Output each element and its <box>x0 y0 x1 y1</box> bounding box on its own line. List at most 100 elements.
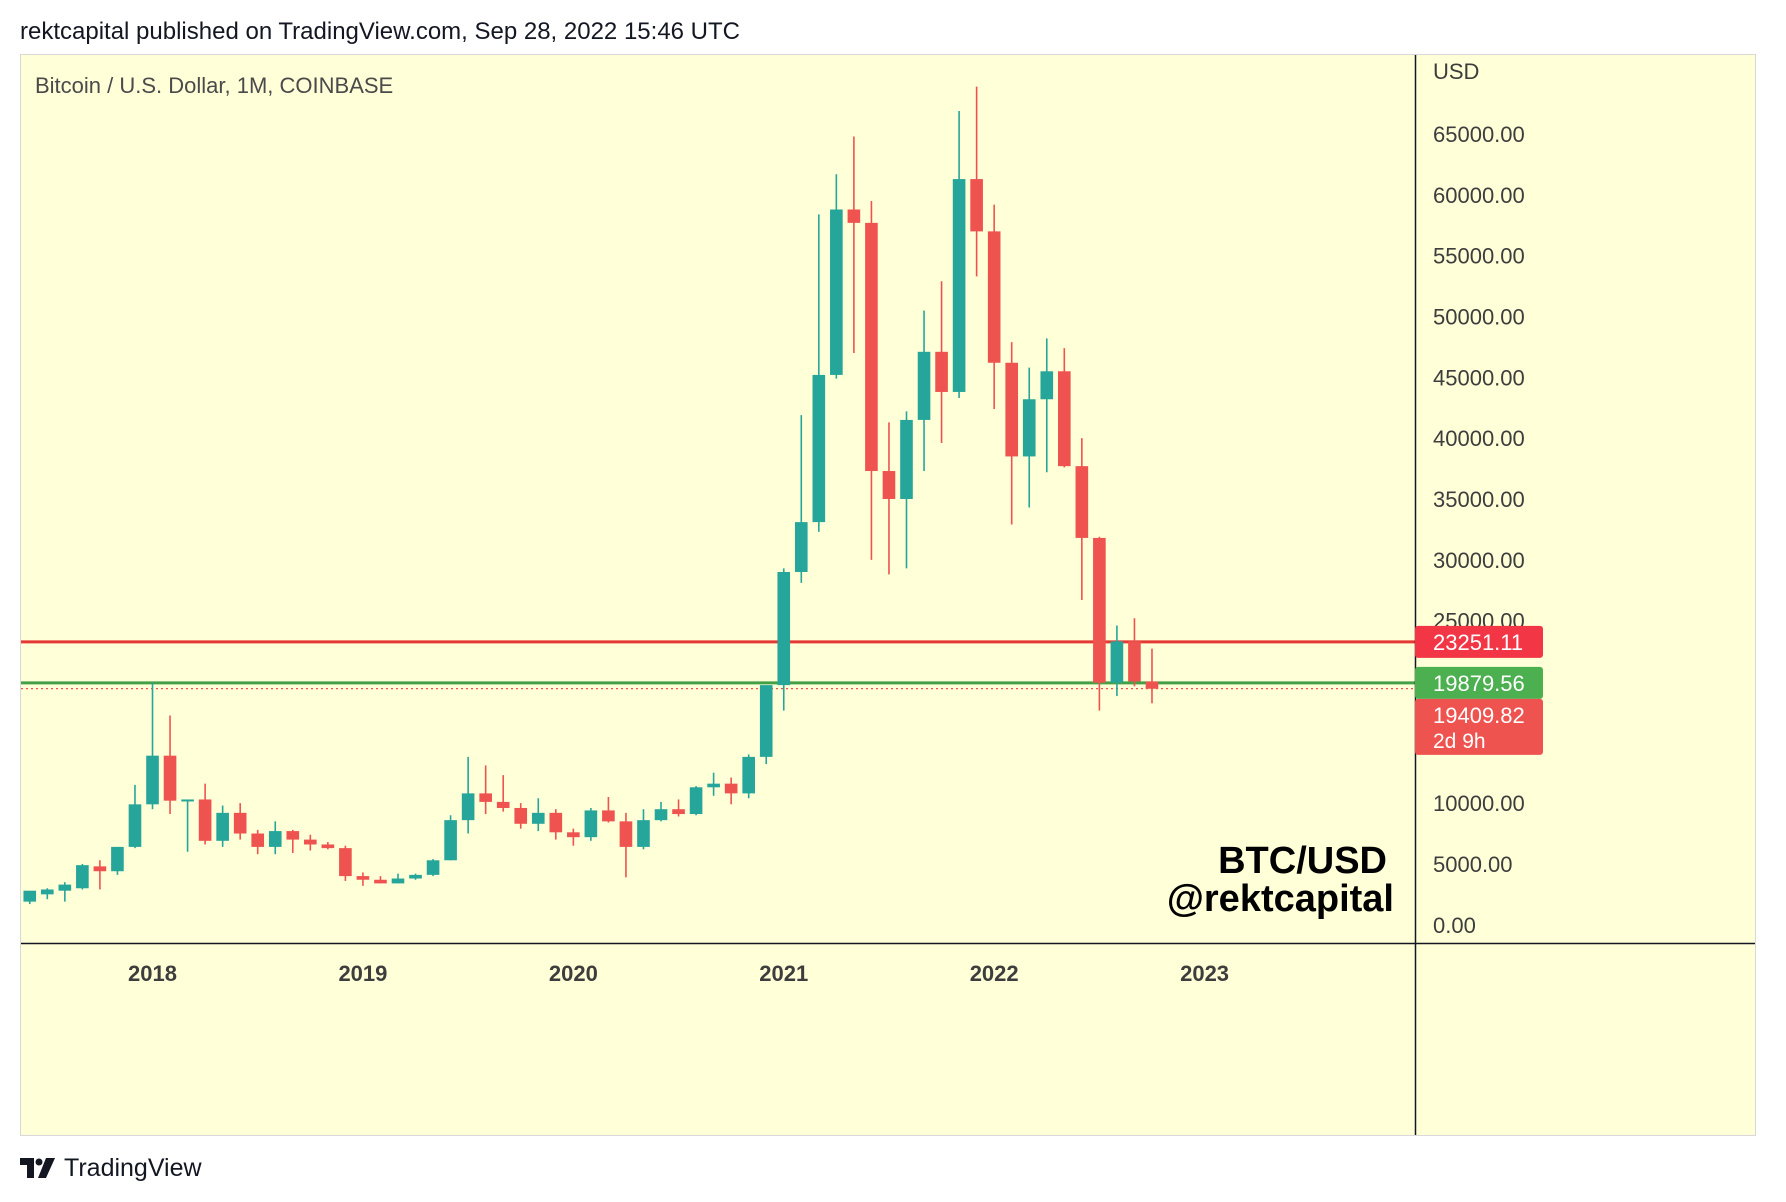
candle-down <box>935 281 948 444</box>
candle-body <box>1110 641 1124 683</box>
candle-body <box>198 799 212 841</box>
candle-up <box>759 685 773 765</box>
candle-up <box>794 415 808 583</box>
candle-body <box>58 884 72 891</box>
x-tick-label: 2020 <box>549 961 598 986</box>
candle-up <box>409 873 422 880</box>
candle-body <box>619 821 633 847</box>
candle-body <box>304 839 317 845</box>
candle-down <box>496 775 510 812</box>
price-tag-countdown: 2d 9h <box>1433 730 1486 753</box>
chart-title: Bitcoin / U.S. Dollar, 1M, COINBASE <box>35 73 393 98</box>
candle-up <box>654 801 668 822</box>
publish-info: rektcapital published on TradingView.com… <box>20 18 740 45</box>
y-tick-label: 5000.00 <box>1433 852 1513 877</box>
candle-body <box>742 756 755 794</box>
candles <box>23 86 1159 905</box>
candle-body <box>76 865 89 889</box>
price-scale-background <box>1415 55 1755 943</box>
candle-body <box>356 876 370 880</box>
candle-body <box>654 809 668 821</box>
candle-down <box>304 834 317 851</box>
candle-body <box>1005 362 1019 457</box>
candle-body <box>531 812 545 824</box>
candle-down <box>198 783 212 845</box>
candle-down <box>374 876 387 884</box>
watermark-pair: BTC/USD <box>1218 840 1387 882</box>
chart-panel[interactable]: Bitcoin / U.S. Dollar, 1M, COINBASE BTC/… <box>20 54 1756 1136</box>
currency-label: USD <box>1433 59 1479 84</box>
candle-up <box>812 214 826 532</box>
candle-body <box>637 820 650 847</box>
candle-down <box>479 765 492 815</box>
horizontal-levels <box>21 640 1415 690</box>
price-tag-bg <box>1415 666 1543 699</box>
candle-down <box>847 136 861 354</box>
candle-up <box>531 798 545 832</box>
candle-body <box>233 812 247 834</box>
candle-body <box>1145 681 1159 689</box>
candle-body <box>689 787 703 815</box>
candle-body <box>882 471 896 499</box>
candle-up <box>391 873 405 884</box>
candle-body <box>759 685 773 757</box>
candle-body <box>391 878 405 884</box>
candle-down <box>286 829 300 853</box>
time-scale[interactable]: 2018 2019 2020 2021 2022 2023 <box>128 961 1229 986</box>
candle-body <box>251 833 265 847</box>
time-scale-background <box>21 943 1755 1135</box>
price-tag-label: 19409.82 <box>1433 703 1525 728</box>
candle-up <box>181 799 194 852</box>
candlestick-chart[interactable]: Bitcoin / U.S. Dollar, 1M, COINBASE BTC/… <box>21 55 1755 1135</box>
candle-up <box>952 110 966 399</box>
candle-down <box>1075 438 1089 600</box>
candle-body <box>128 804 142 847</box>
candle-body <box>268 831 282 847</box>
y-tick-label: 60000.00 <box>1433 183 1525 208</box>
y-tick-label: 65000.00 <box>1433 122 1525 147</box>
x-tick-label: 2023 <box>1180 961 1229 986</box>
price-tag-label: 19879.56 <box>1433 671 1525 696</box>
candle-body <box>602 810 615 822</box>
candle-down <box>233 803 247 840</box>
candle-body <box>146 755 159 805</box>
x-tick-label: 2019 <box>338 961 387 986</box>
candle-down <box>251 829 265 855</box>
candle-body <box>374 879 387 884</box>
candle-up <box>584 807 598 841</box>
price-scale[interactable]: 0.005000.0010000.0015000.0030000.0035000… <box>1433 122 1525 938</box>
candle-down <box>567 828 580 846</box>
candle-body <box>1022 399 1036 457</box>
candle-up <box>40 888 54 900</box>
tradingview-logo[interactable]: TradingView <box>20 1154 202 1183</box>
candle-up <box>707 772 720 796</box>
candle-body <box>479 793 492 802</box>
candle-up <box>637 809 650 850</box>
candle-down <box>882 422 896 575</box>
candle-up <box>444 815 457 861</box>
candle-down <box>514 803 528 829</box>
candle-body <box>444 820 457 861</box>
candle-body <box>163 755 177 801</box>
candle-down <box>163 715 177 815</box>
candle-body <box>111 846 124 872</box>
candle-body <box>339 848 352 877</box>
price-tag-bg <box>1415 625 1543 658</box>
y-tick-label: 0.00 <box>1433 913 1476 938</box>
candle-body <box>426 860 440 875</box>
x-tick-label: 2018 <box>128 961 177 986</box>
candle-body <box>321 844 335 849</box>
candle-down <box>987 204 1001 409</box>
candle-up <box>742 754 755 799</box>
candle-down <box>1128 618 1141 687</box>
candle-up <box>777 568 791 711</box>
y-tick-label: 50000.00 <box>1433 305 1525 330</box>
candle-down <box>1145 648 1159 704</box>
candle-body <box>900 419 913 499</box>
candle-body <box>496 801 510 808</box>
candle-up <box>1110 625 1124 697</box>
y-tick-label: 45000.00 <box>1433 365 1525 390</box>
tradingview-logo-icon <box>20 1157 55 1178</box>
candle-body <box>93 866 107 872</box>
